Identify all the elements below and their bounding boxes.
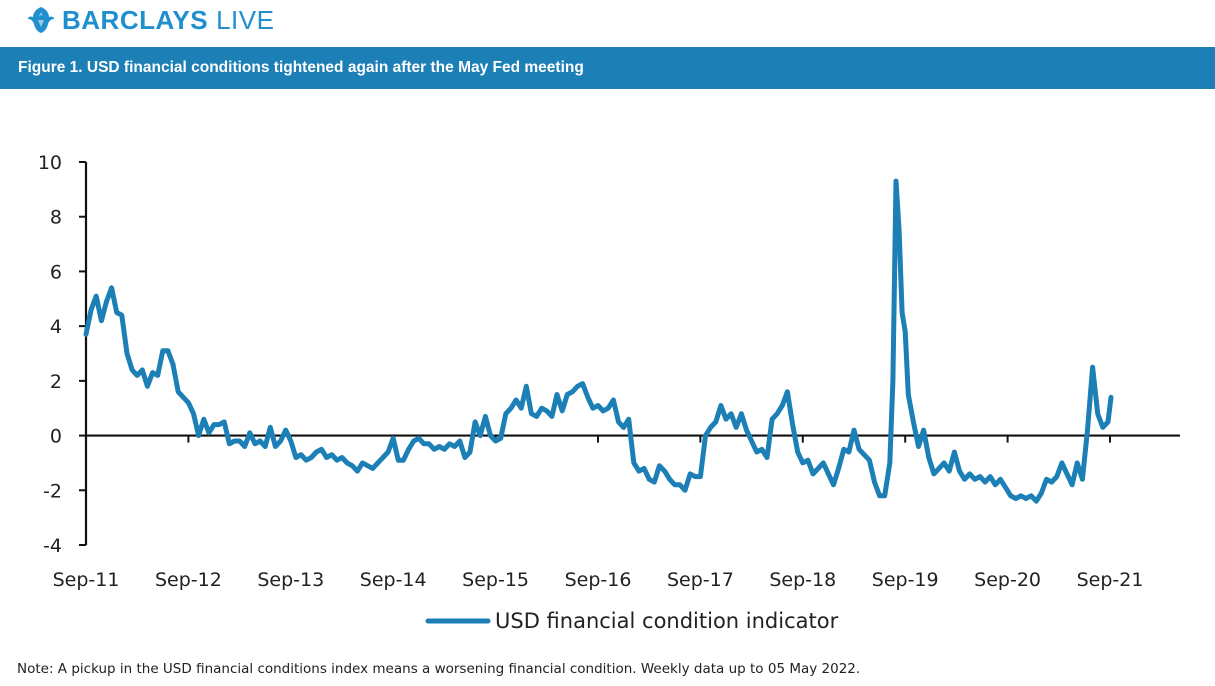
x-tick-label: Sep-14 [360, 569, 427, 591]
chart-ticks: 10 8 6 4 2 0 -2 -4 Sep-11 Sep-12 Sep-13 Sep-14 Sep-1… [38, 152, 1144, 591]
y-tick-label: -2 [43, 480, 62, 502]
x-tick-label: Sep-21 [1077, 569, 1144, 591]
barclays-logo[interactable]: BARCLAYS LIVE [26, 5, 274, 35]
x-tick-label: Sep-18 [769, 569, 836, 591]
chart-axes [84, 162, 1180, 545]
y-tick-label: 8 [50, 207, 62, 229]
series-line [83, 178, 1114, 504]
y-tick-label: 0 [50, 426, 62, 448]
brand-secondary: LIVE [216, 5, 275, 35]
chart-note: Note: A pickup in the USD financial cond… [17, 661, 861, 677]
brand-name: BARCLAYS LIVE [62, 5, 274, 35]
x-tick-label: Sep-19 [872, 569, 939, 591]
line-chart: 10 8 6 4 2 0 -2 -4 Sep-11 Sep-12 Sep-13 Sep-14 Sep-1… [38, 152, 1180, 633]
x-tick-label: Sep-20 [974, 569, 1041, 591]
y-tick-label: 6 [50, 261, 62, 283]
y-tick-label: 10 [38, 152, 62, 174]
y-tick-label: -4 [43, 535, 62, 557]
x-tick-label: Sep-11 [53, 569, 120, 591]
x-tick-label: Sep-17 [667, 569, 734, 591]
legend-label: USD financial condition indicator [495, 609, 839, 633]
header-bar: BARCLAYS LIVE [0, 0, 1215, 46]
x-tick-label: Sep-16 [565, 569, 632, 591]
y-tick-label: 4 [50, 316, 62, 338]
brand-primary: BARCLAYS [62, 5, 209, 35]
chart-legend: USD financial condition indicator [425, 609, 839, 633]
x-tick-label: Sep-12 [155, 569, 222, 591]
y-tick-label: 2 [50, 371, 62, 393]
x-tick-label: Sep-15 [462, 569, 529, 591]
x-tick-label: Sep-13 [257, 569, 324, 591]
eagle-icon [28, 7, 54, 33]
chart-series [83, 178, 1114, 504]
figure-title: Figure 1. USD financial conditions tight… [0, 47, 1215, 89]
